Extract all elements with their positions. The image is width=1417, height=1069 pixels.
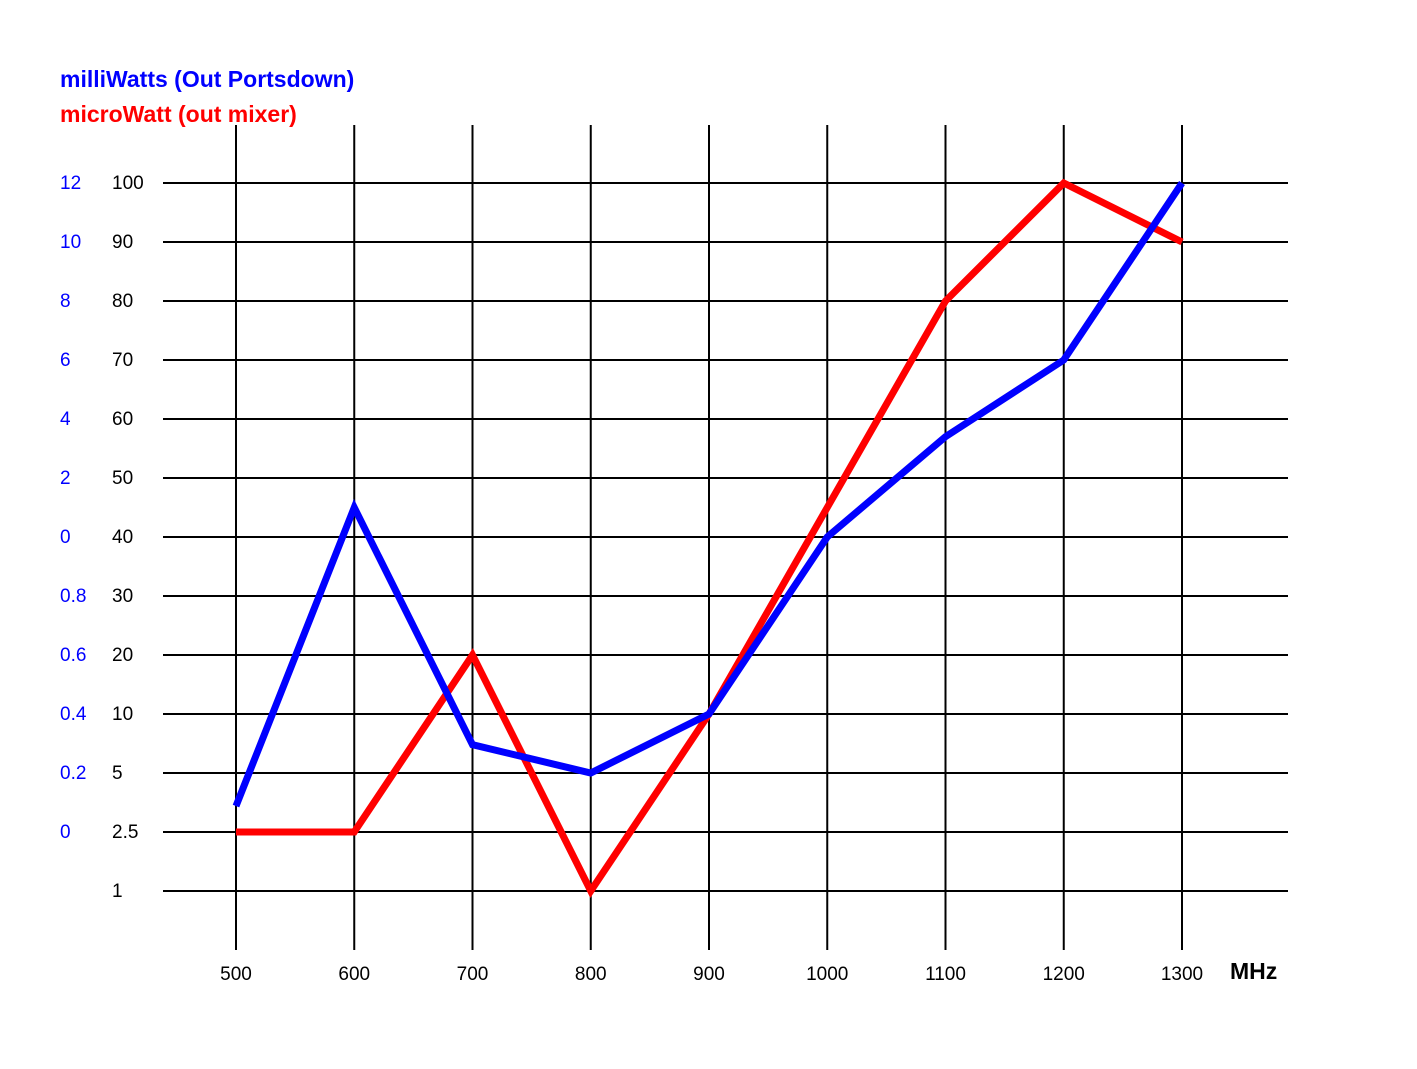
- y2-tick-label: 4: [60, 409, 71, 430]
- y-tick-label: 70: [112, 350, 133, 371]
- y-tick-label: 5: [112, 763, 123, 784]
- x-tick-label: 1200: [1043, 964, 1085, 985]
- y-tick-label: 60: [112, 409, 133, 430]
- y-tick-label: 100: [112, 173, 144, 194]
- y-tick-label: 80: [112, 291, 133, 312]
- y2-tick-label: 6: [60, 350, 71, 371]
- chart-title: milliWatts (Out Portsdown): [60, 66, 354, 92]
- series-line: [232, 181, 1185, 808]
- y2-tick-label: 0.8: [60, 586, 86, 607]
- y2-tick-label: 10: [60, 232, 81, 253]
- y2-tick-label: 8: [60, 291, 71, 312]
- y2-tick-label: 12: [60, 173, 81, 194]
- x-tick-label: 500: [220, 964, 252, 985]
- x-tick-label: 1100: [925, 964, 966, 985]
- chart-subtitle: microWatt (out mixer): [60, 101, 297, 127]
- y-tick-label: 20: [112, 645, 133, 666]
- x-tick-label: 600: [338, 964, 370, 985]
- y2-tick-label: 0: [60, 527, 71, 548]
- x-tick-label: 1000: [806, 964, 848, 985]
- y-tick-label: 10: [112, 704, 133, 725]
- x-axis-label: MHz: [1230, 958, 1277, 984]
- x-tick-label: 800: [575, 964, 607, 985]
- x-tick-label: 900: [693, 964, 725, 985]
- y-tick-label: 30: [112, 586, 133, 607]
- y2-tick-label: 0.6: [60, 645, 86, 666]
- y2-tick-label: 0: [60, 822, 71, 843]
- y-tick-label: 40: [112, 527, 133, 548]
- y-tick-label: 90: [112, 232, 133, 253]
- y-tick-label: 50: [112, 468, 133, 489]
- y-tick-label: 2.5: [112, 822, 138, 843]
- x-tick-label: 700: [457, 964, 489, 985]
- y2-tick-label: 0.4: [60, 704, 87, 725]
- y2-tick-label: 2: [60, 468, 71, 489]
- x-tick-label: 1300: [1161, 964, 1203, 985]
- y2-tick-label: 0.2: [60, 763, 86, 784]
- y-tick-label: 1: [112, 881, 123, 902]
